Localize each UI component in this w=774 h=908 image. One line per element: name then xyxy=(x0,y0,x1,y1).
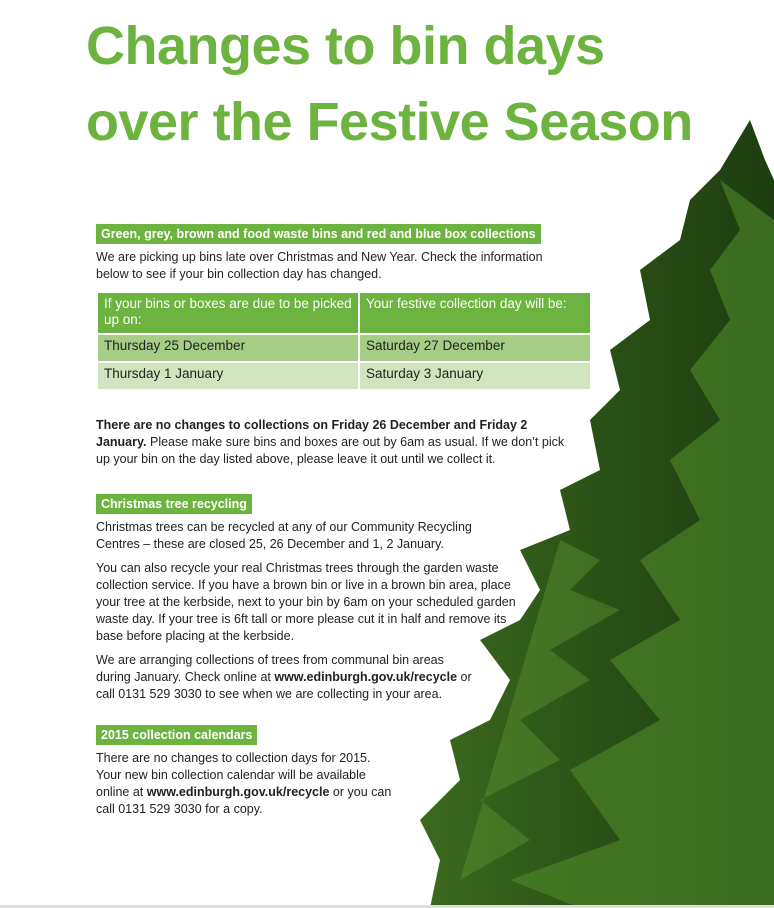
tree-p3-text-b: or call 0131 529 3030 to see when we are… xyxy=(96,670,472,701)
no-changes-note: There are no changes to collections on F… xyxy=(96,417,576,468)
table-cell: Saturday 3 January xyxy=(358,361,592,391)
section1-intro: We are picking up bins late over Christm… xyxy=(96,250,543,281)
tree-p3: We are arranging collections of trees fr… xyxy=(96,652,476,703)
main-content: Green, grey, brown and food waste bins a… xyxy=(96,224,596,818)
page-title: Changes to bin days over the Festive Seas… xyxy=(86,8,693,160)
title-line-1: Changes to bin days xyxy=(86,16,605,76)
table-cell: Saturday 27 December xyxy=(358,333,592,363)
table-cell: Thursday 25 December xyxy=(96,333,360,363)
recycle-link[interactable]: www.edinburgh.gov.uk/recycle xyxy=(274,670,458,684)
table-header: If your bins or boxes are due to be pick… xyxy=(96,291,360,335)
table-row: Thursday 1 January Saturday 3 January xyxy=(96,361,592,391)
calendar-p: There are no changes to collection days … xyxy=(96,750,396,818)
note-text: Please make sure bins and boxes are out … xyxy=(96,435,565,466)
table-cell: Thursday 1 January xyxy=(96,361,360,391)
page-edge xyxy=(0,905,774,908)
christmas-tree-image xyxy=(420,120,774,908)
tree-p3-text: We are arranging collections of trees fr… xyxy=(96,653,444,684)
note-bold: There are no changes to collections on F… xyxy=(96,418,528,449)
table-header-row: If your bins or boxes are due to be pick… xyxy=(96,291,592,335)
table-row: Thursday 25 December Saturday 27 Decembe… xyxy=(96,333,592,363)
tree-p1: Christmas trees can be recycled at any o… xyxy=(96,520,472,551)
section-heading-bins: Green, grey, brown and food waste bins a… xyxy=(96,224,541,244)
collection-table: If your bins or boxes are due to be pick… xyxy=(96,291,592,391)
calendar-text-b: or you can call 0131 529 3030 for a copy… xyxy=(96,785,392,816)
tree-p2: You can also recycle your real Christmas… xyxy=(96,561,516,643)
table-header: Your festive collection day will be: xyxy=(358,291,592,335)
section-heading-tree: Christmas tree recycling xyxy=(96,494,252,514)
title-line-2: over the Festive Season xyxy=(86,92,693,152)
calendar-text: There are no changes to collection days … xyxy=(96,751,371,799)
calendar-link[interactable]: www.edinburgh.gov.uk/recycle xyxy=(146,785,330,799)
section-heading-calendars: 2015 collection calendars xyxy=(96,725,258,745)
